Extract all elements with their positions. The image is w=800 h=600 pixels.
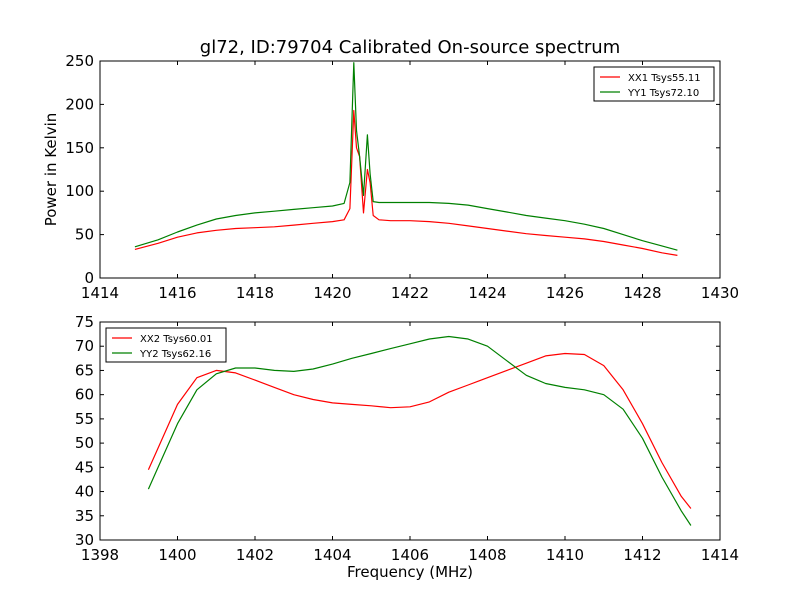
y-tick-label: 200 bbox=[65, 95, 94, 113]
x-tick-label: 1422 bbox=[391, 284, 429, 302]
legend: XX1 Tsys55.11 YY1 Tsys72.10 bbox=[593, 66, 715, 102]
x-tick-label: 1416 bbox=[158, 284, 196, 302]
chart-panels: 1414 1416 1418 1420 1422 1424 1426 1428 14300501… bbox=[42, 52, 739, 581]
legend-entry: XX2 Tsys60.01 bbox=[140, 334, 213, 345]
x-tick-label: 1406 bbox=[391, 546, 429, 564]
y-tick-label: 40 bbox=[75, 483, 94, 501]
series-line-xx1 bbox=[134, 109, 678, 256]
x-tick-label: 1402 bbox=[236, 546, 274, 564]
series-line-yy1 bbox=[134, 62, 678, 251]
y-tick-label: 50 bbox=[75, 434, 94, 452]
y-tick-label: 30 bbox=[75, 531, 94, 549]
panel-1: 1414 1416 1418 1420 1422 1424 1426 1428 1430 0 50 1… bbox=[42, 52, 739, 302]
y-tick-label: 55 bbox=[75, 410, 94, 428]
x-tick-label: 1412 bbox=[623, 546, 661, 564]
y-tick-label: 65 bbox=[75, 361, 94, 379]
panel-2: 1398 1400 1402 1404 1406 1408 1410 1412 1414 30 35… bbox=[75, 313, 739, 581]
y-tick-label: 150 bbox=[65, 139, 94, 157]
x-axis-label: Frequency (MHz) bbox=[347, 563, 473, 581]
x-tick-label: 1398 bbox=[81, 546, 119, 564]
x-tick-label: 1420 bbox=[313, 284, 351, 302]
x-tick-label: 1414 bbox=[81, 284, 119, 302]
x-tick-label: 1410 bbox=[546, 546, 584, 564]
x-tick-label: 1404 bbox=[313, 546, 351, 564]
x-tick-label: 1426 bbox=[546, 284, 584, 302]
y-tick-label: 45 bbox=[75, 458, 94, 476]
x-tick-label: 1424 bbox=[468, 284, 506, 302]
y-tick-label: 50 bbox=[75, 226, 94, 244]
x-tick-label: 1428 bbox=[623, 284, 661, 302]
y-tick-label: 60 bbox=[75, 386, 94, 404]
legend-box bbox=[593, 66, 715, 102]
x-tick-label: 1408 bbox=[468, 546, 506, 564]
x-tick-label: 1430 bbox=[701, 284, 739, 302]
y-tick-label: 35 bbox=[75, 507, 94, 525]
y-axis-label: Power in Kelvin bbox=[42, 113, 60, 227]
legend: XX2 Tsys60.01 YY2 Tsys62.16 bbox=[105, 327, 227, 363]
figure-title: gl72, ID:79704 Calibrated On-source spec… bbox=[200, 37, 620, 58]
series-line-yy2 bbox=[147, 335, 692, 526]
x-tick-label: 1400 bbox=[158, 546, 196, 564]
x-tick-label: 1414 bbox=[701, 546, 739, 564]
y-tick-label: 75 bbox=[75, 313, 94, 331]
legend-entry: YY2 Tsys62.16 bbox=[139, 349, 211, 360]
y-tick-label: 70 bbox=[75, 337, 94, 355]
y-tick-label: 0 bbox=[84, 269, 94, 287]
y-tick-label: 250 bbox=[65, 52, 94, 70]
legend-entry: YY1 Tsys72.10 bbox=[627, 88, 699, 99]
legend-box bbox=[105, 327, 227, 363]
x-tick-label: 1418 bbox=[236, 284, 274, 302]
legend-entry: XX1 Tsys55.11 bbox=[628, 73, 701, 84]
series-line-xx2 bbox=[147, 352, 692, 509]
y-tick-label: 100 bbox=[65, 182, 94, 200]
